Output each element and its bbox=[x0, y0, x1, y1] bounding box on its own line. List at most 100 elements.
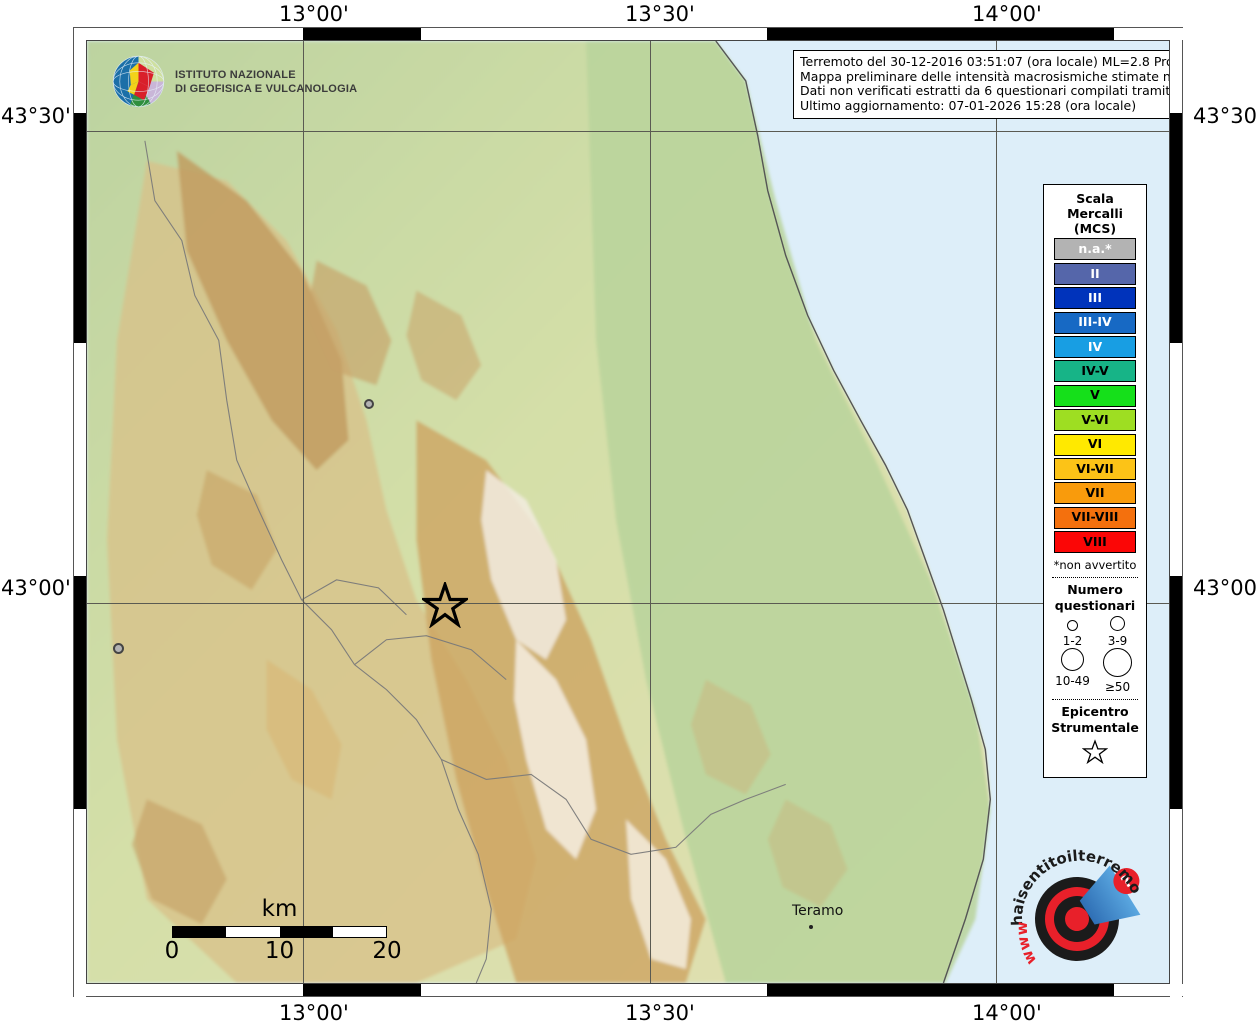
questionnaire-size-label: 1-2 bbox=[1062, 634, 1083, 649]
collar-right-seg bbox=[1170, 343, 1182, 576]
mcs-legend-row-v-vi[interactable]: V-VI bbox=[1054, 409, 1136, 432]
graticule-lat-43-00 bbox=[87, 603, 1169, 604]
questionnaire-circle-icon bbox=[1103, 648, 1132, 678]
collar-top-seg bbox=[421, 28, 767, 40]
collar-left-seg bbox=[74, 809, 86, 998]
info-line-update: Ultimo aggiornamento: 07-01-2026 15:28 (… bbox=[800, 98, 1137, 113]
collar-top-seg bbox=[303, 28, 421, 40]
collar-top-seg bbox=[1114, 28, 1184, 40]
map-canvas[interactable]: ISTITUTO NAZIONALE DI GEOFISICA E VULCAN… bbox=[86, 40, 1170, 984]
legend-title-line3: (MCS) bbox=[1073, 221, 1117, 236]
legend-footnote: *non avvertito bbox=[1053, 558, 1137, 573]
questionnaire-size-label: 3-9 bbox=[1107, 634, 1128, 649]
axis-label-right-0: 43°30' bbox=[1193, 104, 1256, 128]
site-marker-na-1[interactable] bbox=[364, 399, 374, 409]
collar-right-seg bbox=[1170, 113, 1182, 343]
questionnaire-title-line2: questionari bbox=[1054, 598, 1136, 614]
collar-right-seg bbox=[1170, 28, 1182, 113]
collar-bottom-seg bbox=[74, 984, 303, 996]
mcs-legend-row-iii-iv[interactable]: III-IV bbox=[1054, 311, 1136, 334]
axis-label-top-1: 13°30' bbox=[625, 2, 695, 26]
event-info-box: Terremoto del 30-12-2016 03:51:07 (ora l… bbox=[793, 50, 1170, 120]
epicenter-title-line2: Strumentale bbox=[1051, 720, 1139, 736]
site-marker-na-2[interactable] bbox=[113, 643, 124, 654]
mcs-legend-row-iv-v[interactable]: IV-V bbox=[1054, 360, 1136, 383]
graticule-lon-13-00 bbox=[303, 41, 304, 983]
mcs-legend-row-vi-vii[interactable]: VI-VII bbox=[1054, 457, 1136, 480]
collar-right-seg bbox=[1170, 809, 1182, 998]
map-frame: ISTITUTO NAZIONALE DI GEOFISICA E VULCAN… bbox=[73, 27, 1184, 998]
mcs-legend-row-iv[interactable]: IV bbox=[1054, 335, 1136, 358]
axis-label-left-1: 43°00' bbox=[1, 576, 71, 600]
ingv-globe-icon bbox=[111, 54, 166, 109]
scale-seg bbox=[332, 927, 386, 937]
hsit-watermark[interactable]: ? haisentitoilterremoto www. bbox=[1000, 819, 1155, 973]
terrain-relief bbox=[87, 41, 1169, 983]
map-collar bbox=[74, 28, 1184, 998]
scale-seg bbox=[226, 927, 280, 937]
scale-bar: km 0 10 20 bbox=[165, 896, 402, 964]
axis-label-bottom-0: 13°00' bbox=[279, 1001, 349, 1025]
collar-left-seg bbox=[74, 576, 86, 809]
questionnaire-circle-icon bbox=[1110, 616, 1125, 632]
axis-label-bottom-2: 14°00' bbox=[972, 1001, 1042, 1025]
legend-divider-1 bbox=[1052, 577, 1138, 579]
collar-left-seg bbox=[74, 343, 86, 576]
epicenter-star[interactable] bbox=[419, 579, 471, 629]
collar-bottom-seg bbox=[303, 984, 421, 996]
ingv-logo-line1: ISTITUTO NAZIONALE bbox=[175, 68, 296, 81]
mcs-legend-row-vii[interactable]: VII bbox=[1054, 482, 1136, 505]
info-line-source: Dati non verificati estratti da 6 questi… bbox=[800, 84, 1170, 99]
graticule-lon-13-30 bbox=[650, 41, 651, 983]
ingv-logo-line2: DI GEOFISICA E VULCANOLOGIA bbox=[175, 82, 358, 95]
ingv-logo: ISTITUTO NAZIONALE DI GEOFISICA E VULCAN… bbox=[111, 54, 357, 109]
collar-right-seg bbox=[1170, 576, 1182, 809]
collar-top-seg bbox=[74, 28, 303, 40]
axis-label-left-0: 43°30' bbox=[1, 104, 71, 128]
legend-epicenter-star-icon bbox=[1050, 739, 1140, 769]
scale-bar-ticks: 0 10 20 bbox=[165, 938, 402, 964]
questionnaire-circle-icon bbox=[1061, 648, 1084, 672]
city-dot-teramo bbox=[809, 925, 813, 929]
map-legend: Scala Mercalli (MCS) n.a.* II III III-IV IV I… bbox=[1043, 184, 1147, 779]
questionnaire-circle-icon bbox=[1067, 620, 1078, 632]
graticule-lon-14-00 bbox=[996, 41, 997, 983]
scale-seg bbox=[279, 927, 333, 937]
collar-left-seg bbox=[74, 28, 86, 113]
questionnaire-size-cell: 1-2 bbox=[1050, 616, 1095, 648]
axis-label-right-1: 43°00' bbox=[1193, 576, 1256, 600]
questionnaire-size-cell: ≥50 bbox=[1095, 648, 1140, 694]
info-line-desc: Mappa preliminare delle intensità macros… bbox=[800, 69, 1169, 84]
questionnaire-size-label: ≥50 bbox=[1104, 680, 1131, 695]
collar-bottom-seg bbox=[767, 984, 1114, 996]
collar-top-seg bbox=[767, 28, 1114, 40]
questionnaire-size-grid: 1-2 3-9 10-49 ≥50 bbox=[1050, 616, 1140, 694]
questionnaire-size-label: 10-49 bbox=[1055, 674, 1090, 689]
scale-bar-unit: km bbox=[261, 896, 298, 922]
collar-bottom-seg bbox=[1114, 984, 1184, 996]
scale-seg bbox=[173, 927, 227, 937]
collar-left-seg bbox=[74, 113, 86, 343]
mcs-legend-row-iii[interactable]: III bbox=[1054, 287, 1136, 310]
mcs-legend-row-viii[interactable]: VIII bbox=[1054, 531, 1136, 554]
questionnaire-title-line1: Numero bbox=[1067, 582, 1123, 598]
mcs-legend-row-ii[interactable]: II bbox=[1054, 262, 1136, 285]
mcs-legend-row-vii-viii[interactable]: VII-VIII bbox=[1054, 506, 1136, 529]
questionnaire-size-cell: 3-9 bbox=[1095, 616, 1140, 648]
legend-title-line1: Scala bbox=[1076, 191, 1114, 206]
mcs-scale-list: n.a.* II III III-IV IV IV-V V V-VI VI VI-VII VII VI… bbox=[1050, 238, 1140, 554]
info-line-event: Terremoto del 30-12-2016 03:51:07 (ora l… bbox=[800, 55, 1169, 69]
scale-bar-graphic bbox=[172, 926, 387, 938]
mcs-legend-row-vi[interactable]: VI bbox=[1054, 433, 1136, 456]
mcs-legend-row-v[interactable]: V bbox=[1054, 384, 1136, 407]
legend-title-line2: Mercalli bbox=[1067, 206, 1123, 221]
scale-tick-20: 20 bbox=[372, 938, 402, 964]
axis-label-top-0: 13°00' bbox=[279, 2, 349, 26]
scale-tick-10: 10 bbox=[264, 938, 295, 964]
mcs-legend-row-n-a-[interactable]: n.a.* bbox=[1054, 238, 1136, 261]
city-label-teramo: Teramo bbox=[792, 903, 844, 919]
collar-bottom-seg bbox=[421, 984, 767, 996]
graticule-lat-43-30 bbox=[87, 131, 1169, 132]
ingv-logo-text: ISTITUTO NAZIONALE DI GEOFISICA E VULCAN… bbox=[175, 68, 357, 96]
axis-label-bottom-1: 13°30' bbox=[625, 1001, 695, 1025]
